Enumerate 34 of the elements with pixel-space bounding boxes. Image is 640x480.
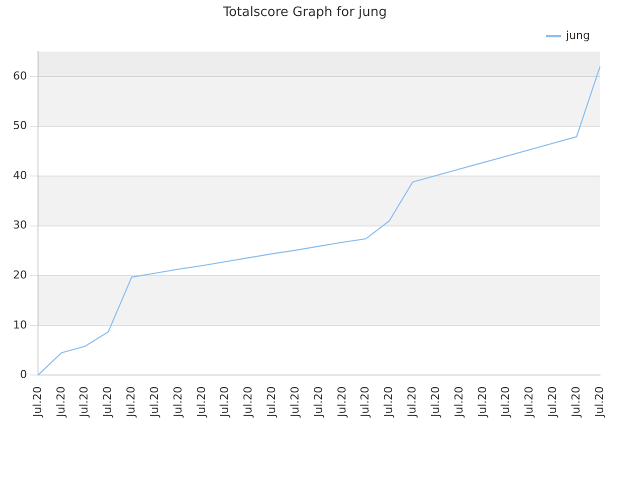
x-tick-label: Jul.20 <box>476 386 489 418</box>
y-tick-label: 0 <box>20 368 27 382</box>
x-tick-label: Jul.20 <box>406 386 419 418</box>
y-tick-label: 60 <box>12 69 27 82</box>
x-tick-label: Jul.20 <box>101 386 114 418</box>
x-tick-label: Jul.20 <box>265 386 278 418</box>
x-tick-label: Jul.20 <box>78 386 91 418</box>
y-tick-label: 20 <box>12 268 27 282</box>
x-tick-label: Jul.20 <box>335 386 348 418</box>
x-tick-label: Jul.20 <box>546 386 560 418</box>
x-tick-label: Jul.20 <box>499 386 512 418</box>
x-tick-label: Jul.20 <box>382 386 396 418</box>
x-tick-label: Jul.20 <box>569 386 582 418</box>
x-tick-label: Jul.20 <box>30 386 44 418</box>
x-tick-label: Jul.20 <box>148 386 161 418</box>
y-tick-label: 30 <box>12 218 27 232</box>
x-tick-label: Jul.20 <box>288 386 302 418</box>
x-tick-label: Jul.20 <box>124 386 138 418</box>
x-tick-label: Jul.20 <box>218 386 232 418</box>
x-tick-label: Jul.20 <box>194 386 208 418</box>
x-tick-label: Jul.20 <box>312 386 325 418</box>
x-tick-label: Jul.20 <box>171 386 184 418</box>
chart-title: Totalscore Graph for jung <box>222 5 387 20</box>
legend-label: jung <box>565 28 590 42</box>
x-tick-label: Jul.20 <box>522 386 536 418</box>
x-tick-label: Jul.20 <box>54 386 68 418</box>
y-tick-label: 40 <box>12 168 27 182</box>
x-tick-label: Jul.20 <box>452 386 466 418</box>
x-tick-label: Jul.20 <box>358 386 372 418</box>
x-tick-label: Jul.20 <box>428 386 442 418</box>
y-tick-label: 10 <box>12 318 27 332</box>
y-tick-label: 50 <box>12 119 27 132</box>
x-tick-label: Jul.20 <box>592 386 606 418</box>
x-tick-label: Jul.20 <box>242 386 255 418</box>
